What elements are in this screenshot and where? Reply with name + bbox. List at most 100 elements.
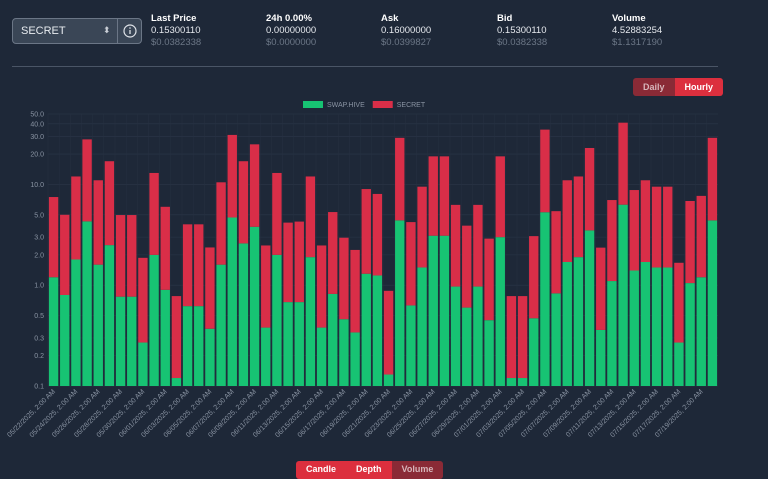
y-tick-label: 20.0 bbox=[30, 152, 44, 159]
bar-segment bbox=[216, 264, 226, 386]
bar-segment bbox=[506, 296, 517, 379]
market-select[interactable]: SECRET ⬍ bbox=[12, 18, 142, 44]
stat: Volume 4.52883254 $1.1317190 bbox=[612, 13, 662, 49]
bar-segment bbox=[60, 294, 70, 386]
bar-segment bbox=[540, 212, 550, 386]
info-button[interactable] bbox=[117, 18, 142, 44]
stat-label: Bid bbox=[497, 13, 513, 24]
bar-segment bbox=[361, 273, 371, 386]
legend-label: SWAP.HIVE bbox=[327, 102, 365, 109]
info-icon bbox=[123, 24, 137, 38]
bar-segment bbox=[60, 214, 70, 295]
bar-segment bbox=[663, 186, 673, 268]
bar-segment bbox=[573, 176, 584, 258]
bar-segment bbox=[439, 156, 450, 236]
bar-segment bbox=[529, 318, 539, 386]
bar-segment bbox=[115, 215, 126, 297]
daily-button[interactable]: Daily bbox=[633, 78, 675, 96]
bar-segment bbox=[305, 176, 316, 258]
page: SECRET ⬍ Last Price 0.15300110 $0.0382338 2… bbox=[6, 13, 724, 479]
divider bbox=[12, 66, 718, 67]
hourly-button[interactable]: Hourly bbox=[674, 78, 724, 96]
bar-segment bbox=[406, 305, 416, 386]
bar-segment bbox=[82, 139, 92, 222]
stat-value: 0.16000000 bbox=[381, 25, 432, 36]
bar-segment bbox=[238, 161, 249, 244]
stat: 24h 0.00% 0.00000000 $0.0000000 bbox=[266, 13, 316, 49]
tab[interactable]: Depth bbox=[346, 461, 392, 479]
bar-segment bbox=[540, 129, 550, 213]
bar-segment bbox=[127, 296, 137, 386]
bar-segment bbox=[205, 328, 215, 386]
y-tick-label: 0.2 bbox=[34, 353, 44, 360]
bar-segment bbox=[149, 254, 159, 386]
bar-segment bbox=[473, 286, 483, 386]
y-tick-label: 10.0 bbox=[30, 182, 44, 189]
bar-segment bbox=[685, 201, 695, 284]
y-tick-label: 0.3 bbox=[34, 335, 44, 342]
bar-segment bbox=[350, 249, 360, 333]
bar-segment bbox=[640, 180, 651, 262]
y-tick-label: 50.0 bbox=[30, 112, 44, 119]
bar-segment bbox=[607, 200, 617, 282]
bar-segment bbox=[48, 197, 59, 278]
bar-segment bbox=[160, 206, 170, 290]
bar-segment bbox=[562, 180, 572, 262]
bar-segment bbox=[249, 226, 260, 386]
bar-segment bbox=[674, 342, 684, 386]
bar-segment bbox=[573, 257, 584, 386]
bar-segment bbox=[596, 329, 606, 386]
bar-segment bbox=[372, 193, 383, 276]
stat-value: 0.15300110 bbox=[151, 25, 201, 36]
bar-segment bbox=[261, 327, 271, 386]
select-arrow: ⬍ bbox=[103, 25, 111, 35]
bar-segment bbox=[707, 137, 718, 221]
bar-segment bbox=[283, 222, 293, 303]
bar-segment bbox=[127, 215, 137, 297]
bar-segment bbox=[596, 247, 606, 330]
bar-segment bbox=[104, 245, 115, 386]
bar-segment bbox=[462, 307, 472, 386]
bar-segment bbox=[227, 217, 237, 386]
legend-swatch bbox=[372, 101, 393, 108]
bar-segment bbox=[674, 262, 684, 343]
bar-segment bbox=[640, 261, 651, 386]
y-tick-label: 0.1 bbox=[34, 384, 44, 391]
y-tick-label: 30.0 bbox=[30, 134, 44, 141]
y-tick-label: 5.0 bbox=[34, 212, 44, 219]
bar-segment bbox=[138, 257, 148, 343]
bar-segment bbox=[618, 122, 628, 205]
bar-segment bbox=[138, 342, 148, 386]
y-tick-label: 40.0 bbox=[30, 121, 44, 128]
bar-segment bbox=[294, 302, 304, 386]
bar-segment bbox=[685, 283, 695, 386]
bar-segment bbox=[316, 327, 327, 386]
bar-segment bbox=[294, 221, 304, 303]
bar-segment bbox=[484, 238, 494, 321]
bar-segment bbox=[272, 254, 282, 386]
legend-swatch bbox=[303, 101, 323, 108]
tab[interactable]: Volume bbox=[391, 461, 444, 479]
stat-value: 0.15300110 bbox=[497, 25, 547, 36]
bar-segment bbox=[428, 235, 438, 386]
chart: 0.1 0.2 0.3 0.5 1.0 2.0 3.0 5.0 10.0 20.0 30.0 40.0… bbox=[6, 101, 718, 439]
y-tick-label: 2.0 bbox=[34, 252, 44, 259]
bar-segment bbox=[495, 156, 505, 238]
bar-segment bbox=[372, 275, 383, 386]
stat: Ask 0.16000000 $0.0399827 bbox=[381, 13, 431, 49]
bar-segment bbox=[551, 211, 561, 294]
select-value: SECRET bbox=[21, 25, 66, 37]
bar-segment bbox=[417, 267, 427, 386]
bar-segment bbox=[473, 204, 483, 287]
bar-segment bbox=[182, 306, 193, 386]
bar-segment bbox=[383, 374, 394, 386]
range-buttons: Daily Hourly bbox=[633, 78, 724, 96]
y-tick-label: 0.5 bbox=[34, 313, 44, 320]
bar-segment bbox=[82, 221, 92, 386]
y-tick-label: 1.0 bbox=[34, 283, 44, 290]
bar-segment bbox=[171, 378, 182, 386]
tab[interactable]: Candle bbox=[296, 461, 347, 479]
bar-segment bbox=[484, 320, 494, 386]
legend: SWAP.HIVE SECRET bbox=[303, 101, 426, 109]
stat-value: 4.52883254 bbox=[612, 25, 663, 36]
